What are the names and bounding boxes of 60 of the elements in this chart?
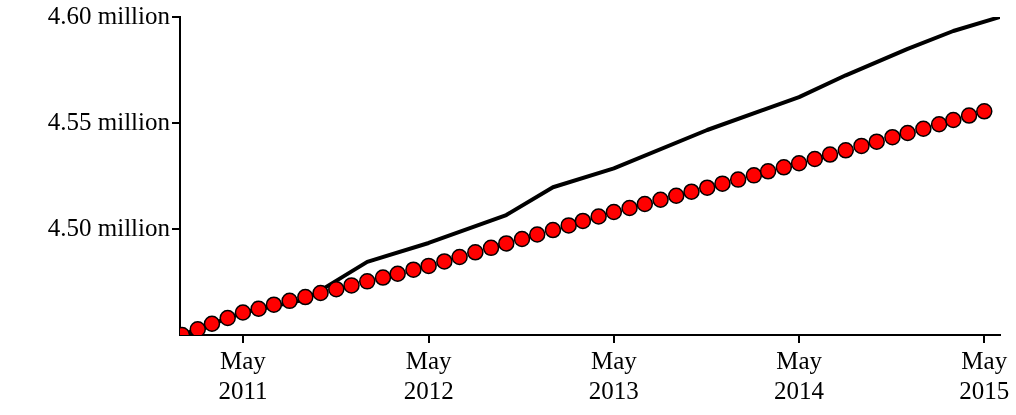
point: [729, 171, 747, 188]
point: [621, 199, 638, 217]
point: [250, 300, 267, 317]
point: [420, 257, 437, 275]
point: [960, 107, 978, 124]
point: [281, 292, 298, 310]
y-tick-label: 4.50 million: [47, 213, 171, 241]
point: [668, 187, 685, 204]
point: [482, 239, 500, 257]
point: [884, 128, 901, 146]
point: [358, 273, 376, 290]
point: [899, 124, 916, 142]
point: [821, 146, 839, 163]
point: [930, 116, 948, 133]
point: [451, 248, 468, 266]
point: [374, 269, 392, 286]
point: [544, 221, 562, 239]
point: [745, 167, 763, 184]
point: [528, 226, 546, 243]
point: [389, 265, 406, 282]
point: [405, 261, 422, 278]
point: [683, 183, 700, 200]
point: [328, 280, 345, 298]
point: [868, 133, 885, 150]
point: [605, 203, 623, 221]
point: [219, 309, 236, 327]
x-tick-label: May 2014: [774, 346, 825, 404]
point: [945, 111, 962, 129]
point: [652, 191, 669, 208]
point: [590, 208, 607, 225]
point: [312, 284, 329, 302]
point: [574, 212, 592, 230]
x-tick-label: May 2013: [588, 346, 639, 404]
point: [759, 163, 777, 180]
x-tick-label: May 2011: [218, 346, 268, 404]
point: [234, 304, 252, 321]
point: [714, 175, 731, 192]
point: [698, 179, 716, 196]
point: [265, 296, 283, 313]
point: [436, 253, 453, 270]
point: [853, 137, 870, 155]
point: [203, 315, 221, 333]
x-tick-label: May 2012: [403, 346, 454, 404]
point: [915, 120, 932, 137]
point: [775, 159, 793, 176]
point: [636, 195, 654, 213]
point: [837, 142, 854, 159]
point: [189, 321, 207, 335]
point: [467, 244, 484, 261]
x-tick-label: May 2015: [959, 346, 1010, 404]
point: [560, 217, 577, 234]
point: [297, 288, 314, 306]
y-tick-label: 4.55 million: [47, 107, 171, 135]
point: [498, 235, 515, 252]
point: [976, 103, 993, 120]
point: [806, 150, 824, 168]
point: [790, 155, 808, 172]
y-tick-label: 4.60 million: [47, 1, 171, 29]
point: [513, 230, 531, 248]
point: [343, 277, 360, 294]
